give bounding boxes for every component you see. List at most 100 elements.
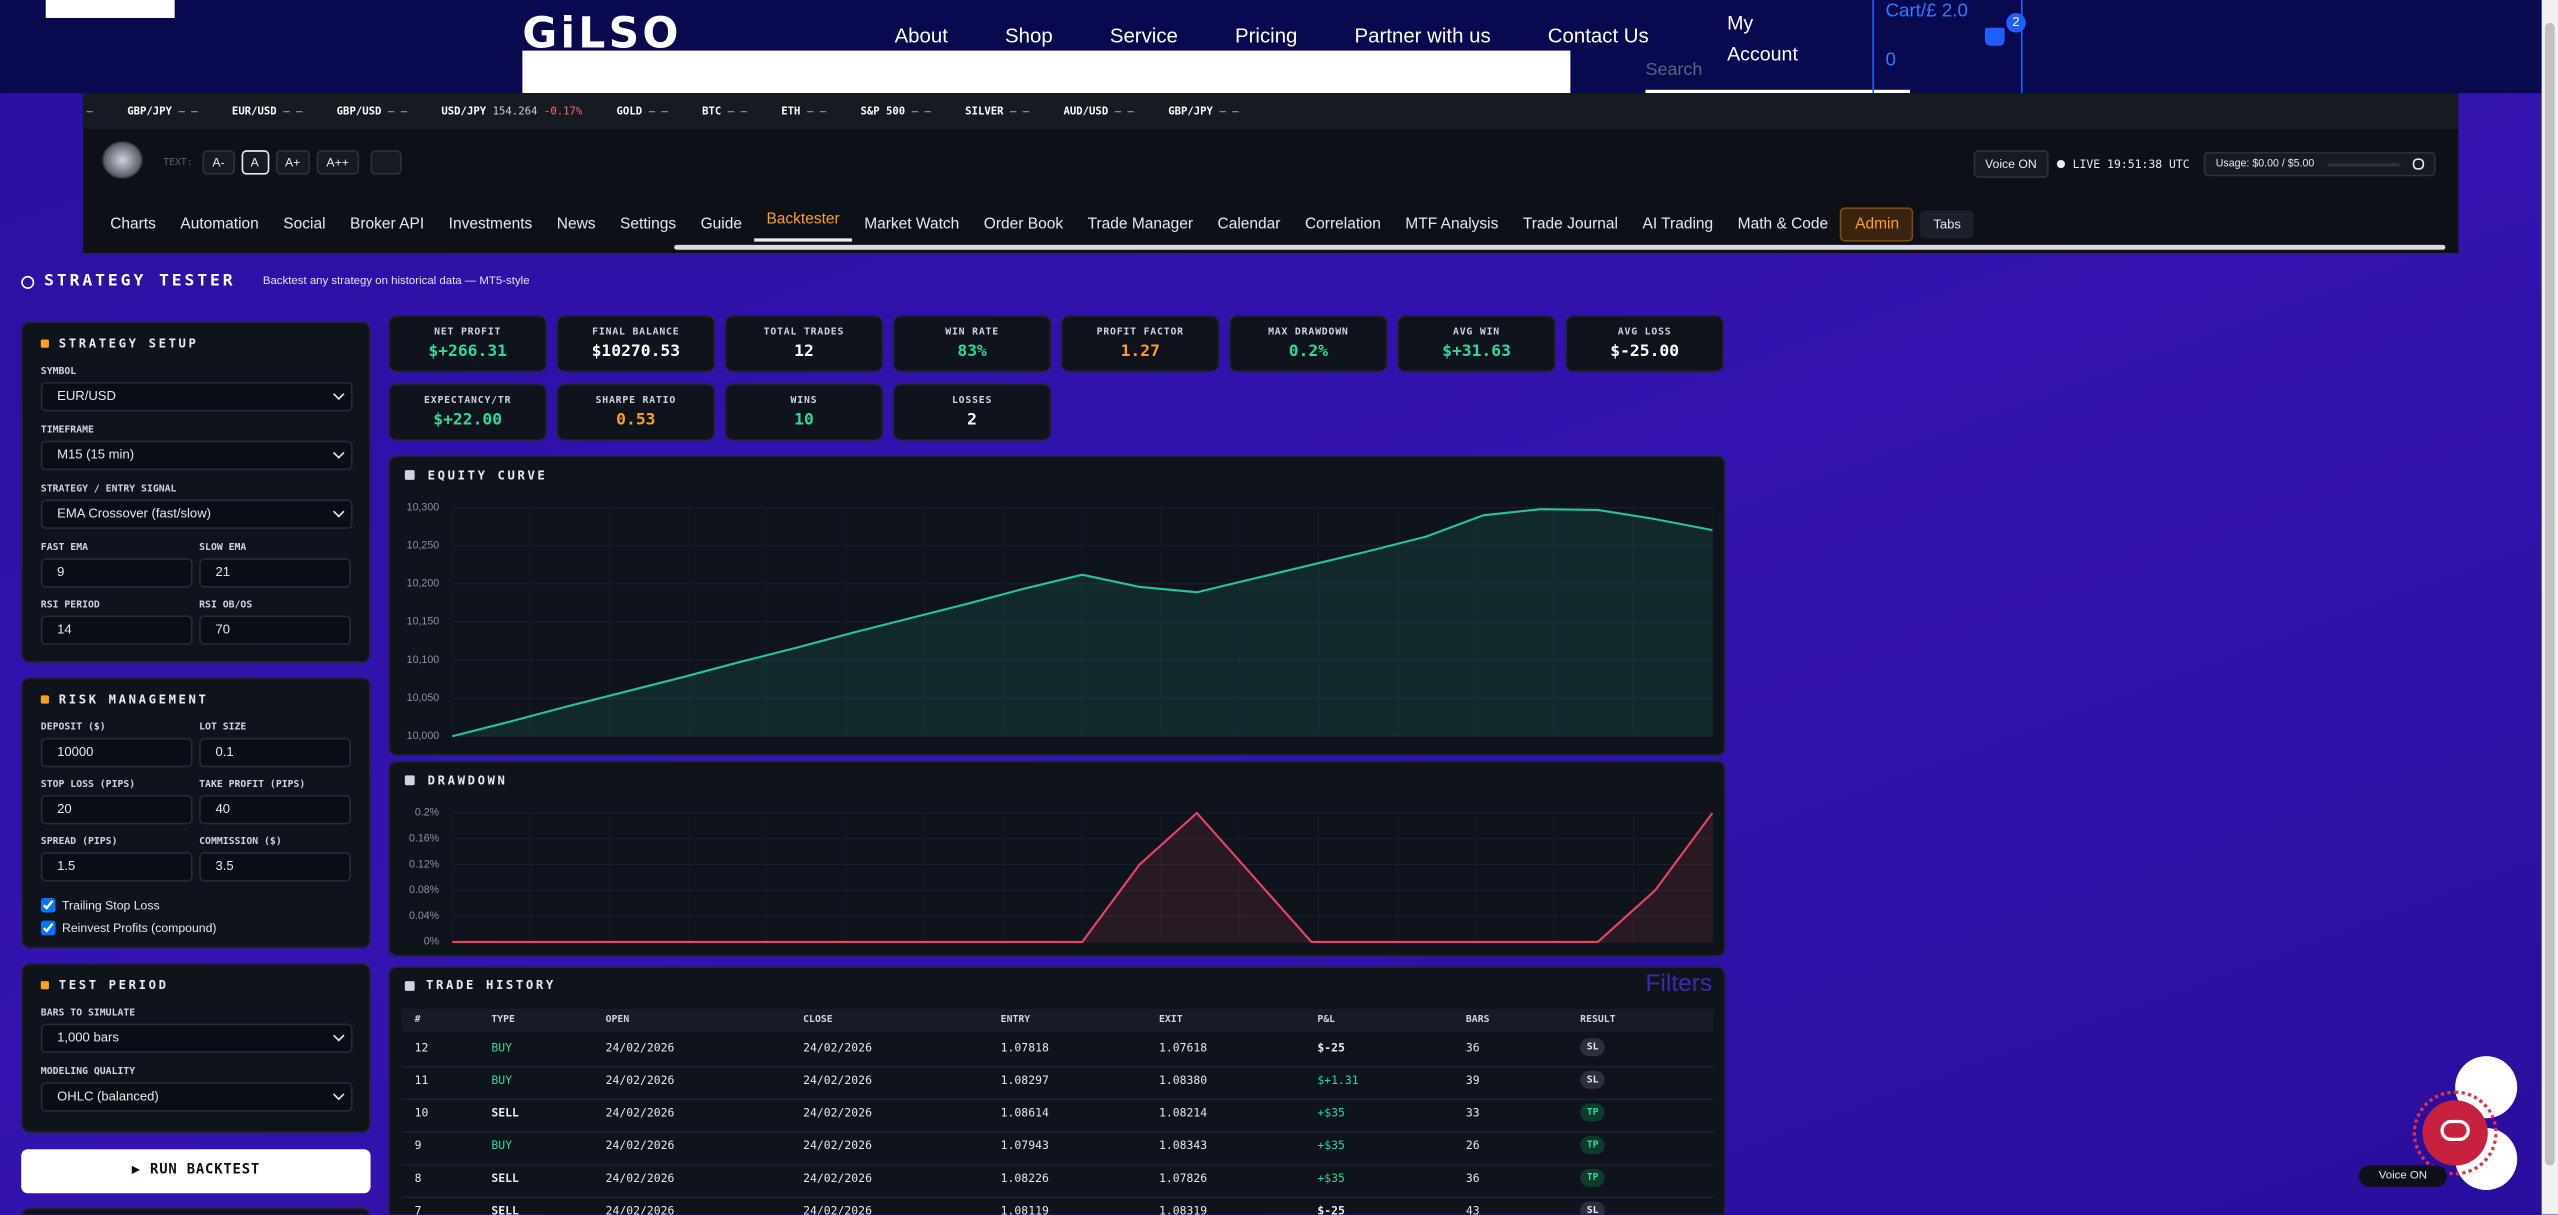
input[interactable]: 3.5 [199, 852, 351, 882]
input[interactable]: 21 [199, 558, 351, 588]
checkbox[interactable] [40, 919, 56, 935]
y-tick-label: 0% [424, 936, 440, 948]
table-cell: TP [1580, 1136, 1606, 1155]
field-label: STOP LOSS (PIPS) [40, 778, 136, 791]
nav-tab[interactable]: Market Watch [864, 214, 960, 233]
search-placeholder[interactable]: Search [1645, 60, 1703, 80]
field-label: TIMEFRAME [40, 424, 94, 436]
nav-tab[interactable]: Investments [448, 214, 533, 233]
panel-icon [40, 338, 49, 347]
input[interactable]: 40 [199, 794, 351, 825]
ticker-item: AUD/USD – – [1063, 104, 1133, 117]
form-field: TAKE PROFIT (PIPS) 40 [199, 779, 351, 825]
input[interactable]: 14 [40, 615, 193, 645]
voice-pill[interactable]: Voice ON [2358, 1165, 2447, 1187]
panel-title: TEST PERIOD [40, 975, 351, 995]
account-link[interactable]: My Account [1727, 11, 1798, 66]
stat-card: WINS 10 [724, 383, 884, 441]
theme-button[interactable] [370, 150, 402, 175]
nav-tab[interactable]: Tabs [1920, 209, 1975, 238]
nav-tab[interactable]: Trade Journal [1522, 214, 1618, 233]
select[interactable]: EUR/USD [40, 381, 353, 412]
chat-button[interactable] [2422, 1100, 2488, 1166]
nav-tab[interactable]: Order Book [983, 214, 1064, 233]
column-header: P&L [1317, 1013, 1336, 1026]
nav-link[interactable]: Pricing [1235, 24, 1298, 48]
logo[interactable]: GiLSO [522, 9, 682, 59]
panel-icon [40, 980, 49, 989]
cart-amount[interactable]: 0 [1885, 50, 1896, 71]
nav-tab[interactable]: Broker API [350, 214, 425, 233]
nav-tab[interactable]: Math & Code [1737, 214, 1829, 233]
nav-tab[interactable]: Admin [1840, 206, 1914, 241]
stat-label: FINAL BALANCE [592, 326, 680, 338]
table-cell: SELL [491, 1204, 519, 1215]
field-label: TAKE PROFIT (PIPS) [199, 778, 306, 791]
field-label: DEPOSIT ($) [40, 721, 106, 733]
nav-link[interactable]: Shop [1005, 24, 1053, 48]
table-cell: +$35 [1317, 1139, 1345, 1153]
ticker-symbol: BTC [702, 104, 722, 118]
select[interactable]: M15 (15 min) [40, 440, 353, 471]
nav-link[interactable]: Service [1109, 24, 1178, 48]
y-tick-label: 0.12% [409, 858, 440, 870]
row-divider [401, 1131, 1715, 1133]
nav-tab[interactable]: MTF Analysis [1405, 214, 1499, 233]
checkbox[interactable] [40, 897, 56, 912]
stat-value: 2 [967, 411, 978, 430]
ticker-symbol: GBP/JPY [127, 104, 172, 118]
nav-tab[interactable]: News [556, 214, 596, 233]
voice-toggle[interactable]: Voice ON [1973, 150, 2049, 178]
nav-tab[interactable]: Trade Manager [1087, 214, 1194, 233]
run-button[interactable]: ▶ RUN BACKTEST [21, 1149, 371, 1194]
nav-tab[interactable]: Social [283, 214, 326, 233]
nav-link[interactable]: Partner with us [1354, 24, 1491, 48]
y-tick-label: 0.2% [415, 807, 440, 819]
table-cell: SL [1580, 1038, 1606, 1057]
input[interactable]: 20 [40, 794, 193, 825]
search-bar[interactable] [522, 50, 1571, 94]
title-icon [21, 275, 35, 289]
stat-card: EXPECTANCY/TR $+22.00 [388, 383, 547, 441]
column-header: CLOSE [803, 1013, 833, 1026]
nav-tab[interactable]: Calendar [1217, 214, 1281, 233]
nav-tab[interactable]: Charts [110, 214, 156, 233]
ticker-item: EUR/USD – – [232, 104, 302, 117]
input[interactable]: 1.5 [40, 852, 193, 882]
nav-tab[interactable]: AI Trading [1642, 214, 1714, 233]
table-cell: 24/02/2026 [605, 1172, 675, 1186]
cart-label[interactable]: Cart/£ 2.0 [1885, 1, 1968, 22]
nav-tab[interactable]: Correlation [1304, 214, 1381, 233]
nav-link[interactable]: About [894, 24, 948, 48]
ticker-symbol: S&P 500 [860, 104, 906, 118]
text-size-button[interactable]: A+ [275, 150, 311, 175]
input[interactable]: 9 [40, 558, 193, 588]
cart-icon [1985, 27, 2005, 46]
table-cell: 24/02/2026 [803, 1106, 872, 1120]
input[interactable]: 10000 [40, 737, 193, 768]
nav-link[interactable]: Contact Us [1547, 24, 1649, 48]
checkbox-row: Reinvest Profits (compound) [40, 916, 351, 939]
text-size-button[interactable]: A- [202, 150, 235, 175]
text-size-button[interactable]: A [240, 150, 269, 175]
text-size-button[interactable]: A++ [316, 150, 359, 175]
chart-title: EQUITY CURVE [428, 468, 548, 482]
select[interactable]: 1,000 bars [40, 1023, 353, 1053]
table-cell: 33 [1465, 1106, 1480, 1120]
nav-tab[interactable]: Guide [700, 214, 742, 233]
nav-tab[interactable]: Backtester [754, 206, 852, 242]
nav-tab[interactable]: Automation [180, 214, 259, 233]
stat-card: AVG LOSS $-25.00 [1565, 315, 1724, 373]
period-panel: TEST PERIOD BARS TO SIMULATE 1,000 bars MOD… [21, 963, 371, 1133]
select[interactable]: EMA Crossover (fast/slow) [40, 499, 353, 529]
nav-tab[interactable]: Settings [620, 214, 677, 233]
row-divider [401, 1196, 1715, 1199]
field-row: RSI PERIOD 14 RSI OB/OS 70 [40, 599, 351, 645]
tabs-scrollbar [674, 244, 2446, 250]
table-cell: 1.07818 [1000, 1041, 1049, 1055]
input[interactable]: 0.1 [199, 737, 351, 768]
table-cell: 39 [1465, 1074, 1480, 1088]
input[interactable]: 70 [199, 615, 351, 645]
select[interactable]: OHLC (balanced) [40, 1082, 353, 1112]
ticker-price: – – [727, 104, 747, 118]
